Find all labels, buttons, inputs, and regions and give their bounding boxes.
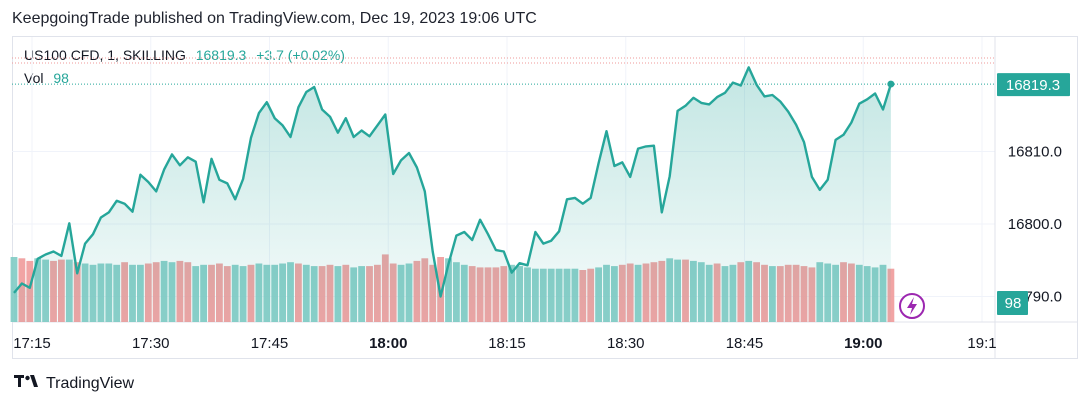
- flash-icon[interactable]: [899, 293, 925, 319]
- x-tick-label: 17:45: [251, 335, 289, 352]
- last-price-tag-label: 16819.3: [1006, 77, 1060, 94]
- x-tick-label: 19:00: [844, 335, 882, 352]
- volume-legend: Vol 98: [24, 70, 69, 86]
- flash-icon-bolt: [907, 297, 917, 315]
- x-tick-label: 17:15: [13, 335, 51, 352]
- volume-label: Vol: [24, 70, 44, 86]
- x-tick-label: 19:1: [967, 335, 996, 352]
- symbol-label: US100 CFD, 1, SKILLING: [24, 47, 186, 63]
- legend-change: +3.7 (+0.02%): [256, 47, 345, 63]
- overlay-layer: 16819.3 98: [12, 57, 1070, 319]
- x-tick-label: 18:00: [369, 335, 407, 352]
- publish-header: KeepgoingTrade published on TradingView.…: [12, 10, 537, 27]
- last-volume-tag-label: 98: [1005, 295, 1022, 312]
- price-area-fill: [14, 67, 891, 323]
- last-volume-tag: [997, 291, 1028, 315]
- price-line: [13, 66, 893, 298]
- volume-bar: [10, 257, 18, 322]
- volume-value: 98: [53, 70, 69, 86]
- y-tick-label: 16810.0: [1008, 144, 1062, 161]
- axis-layer: 17:15 17:30 17:45 18:00 18:15 18:30 18:45 19:00…: [13, 144, 1062, 353]
- tradingview-logo-icon: [14, 374, 40, 393]
- chart-panel: [12, 36, 1078, 359]
- footer[interactable]: TradingView: [14, 374, 134, 393]
- x-tick-label: 17:30: [132, 335, 170, 352]
- x-tick-label: 18:45: [726, 335, 764, 352]
- legend-price: 16819.3: [195, 47, 247, 63]
- symbol-legend: US100 CFD, 1, SKILLING 16819.3 +3.7 (+0.…: [24, 47, 345, 63]
- area-layer: [13, 66, 895, 323]
- x-tick-label: 18:15: [488, 335, 526, 352]
- last-price-tag: [997, 73, 1070, 97]
- last-price-dot: [887, 80, 895, 88]
- footer-brand: TradingView: [46, 374, 135, 392]
- volume-bar: [437, 257, 444, 322]
- y-tick-label: 16800.0: [1008, 216, 1062, 233]
- x-tick-label: 18:30: [607, 335, 645, 352]
